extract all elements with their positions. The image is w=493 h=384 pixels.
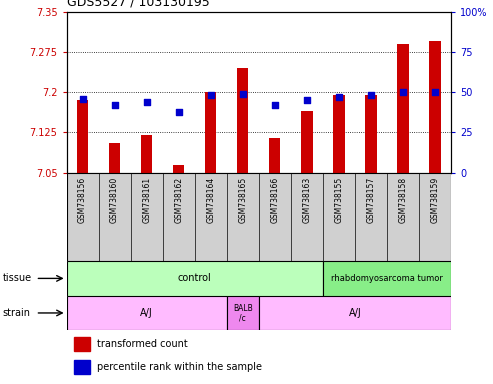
- Text: percentile rank within the sample: percentile rank within the sample: [97, 362, 262, 372]
- Text: BALB
/c: BALB /c: [233, 304, 253, 322]
- Text: rhabdomyosarcoma tumor: rhabdomyosarcoma tumor: [331, 274, 443, 283]
- Bar: [141, 135, 152, 173]
- Bar: [333, 95, 345, 173]
- Bar: [109, 143, 120, 173]
- Bar: [227, 296, 259, 330]
- Bar: [397, 44, 409, 173]
- Point: [303, 97, 311, 103]
- Text: A/J: A/J: [349, 308, 361, 318]
- Text: GSM738160: GSM738160: [110, 177, 119, 223]
- Text: GSM738158: GSM738158: [398, 177, 408, 223]
- Point: [207, 92, 215, 98]
- Text: GSM738156: GSM738156: [78, 177, 87, 223]
- Bar: [269, 138, 281, 173]
- Text: GSM738166: GSM738166: [270, 177, 280, 223]
- Text: A/J: A/J: [141, 308, 153, 318]
- Point: [239, 91, 247, 97]
- Point: [335, 94, 343, 100]
- Text: GSM738162: GSM738162: [174, 177, 183, 223]
- Text: GSM738165: GSM738165: [238, 177, 247, 223]
- Point: [143, 99, 151, 105]
- Bar: [74, 337, 90, 351]
- Bar: [323, 261, 451, 296]
- Text: GSM738157: GSM738157: [366, 177, 376, 223]
- Text: GDS5527 / 103130195: GDS5527 / 103130195: [67, 0, 210, 9]
- Bar: [301, 111, 313, 173]
- Point: [175, 108, 183, 114]
- Bar: [67, 296, 227, 330]
- Bar: [205, 92, 216, 173]
- Text: tissue: tissue: [2, 273, 32, 283]
- Point: [111, 102, 119, 108]
- Bar: [429, 41, 441, 173]
- Bar: [237, 68, 248, 173]
- Bar: [74, 360, 90, 374]
- Text: GSM738163: GSM738163: [302, 177, 312, 223]
- Text: control: control: [178, 273, 211, 283]
- Point: [399, 89, 407, 95]
- Point: [431, 89, 439, 95]
- Point: [79, 96, 87, 102]
- Text: GSM738164: GSM738164: [206, 177, 215, 223]
- Bar: [173, 165, 184, 173]
- Text: strain: strain: [2, 308, 31, 318]
- Bar: [365, 95, 377, 173]
- Bar: [67, 261, 323, 296]
- Text: GSM738161: GSM738161: [142, 177, 151, 223]
- Point: [367, 92, 375, 98]
- Text: GSM738155: GSM738155: [334, 177, 344, 223]
- Text: transformed count: transformed count: [97, 339, 188, 349]
- Point: [271, 102, 279, 108]
- Bar: [77, 100, 88, 173]
- Bar: [259, 296, 451, 330]
- Text: GSM738159: GSM738159: [430, 177, 440, 223]
